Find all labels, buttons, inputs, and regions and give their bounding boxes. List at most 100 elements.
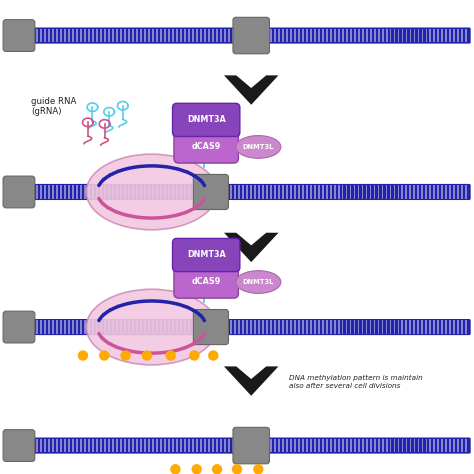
FancyBboxPatch shape [31, 438, 237, 454]
Bar [180, 320, 182, 334]
Bar [337, 185, 339, 199]
Bar [262, 320, 264, 334]
Bar [418, 29, 419, 42]
Bar [418, 185, 419, 199]
Bar [88, 29, 90, 42]
Bar [116, 439, 118, 452]
Bar [104, 29, 106, 42]
Bar [401, 320, 403, 334]
Bar [421, 439, 423, 452]
Bar [132, 320, 134, 334]
Bar [176, 185, 178, 199]
Bar [258, 185, 260, 199]
Bar [262, 185, 264, 199]
Bar [232, 29, 234, 42]
Bar [429, 320, 431, 334]
Bar [112, 320, 114, 334]
Bar [283, 29, 284, 42]
Bar [405, 185, 407, 199]
Bar [302, 185, 304, 199]
Bar [88, 320, 90, 334]
FancyBboxPatch shape [31, 319, 197, 335]
Bar [374, 185, 375, 199]
Bar [44, 185, 46, 199]
Bar [330, 29, 332, 42]
Bar [80, 439, 82, 452]
Bar [56, 29, 58, 42]
Bar [461, 439, 463, 452]
Bar [358, 29, 360, 42]
Bar [60, 439, 62, 452]
Bar [290, 439, 292, 452]
Bar [390, 320, 392, 334]
Bar [80, 185, 82, 199]
Bar [433, 320, 435, 334]
Bar [318, 185, 319, 199]
Bar [254, 185, 256, 199]
Bar [461, 320, 463, 334]
Bar [64, 439, 66, 452]
Bar [385, 320, 387, 334]
Circle shape [78, 350, 88, 361]
Bar [48, 320, 50, 334]
Bar [52, 29, 54, 42]
Bar [465, 439, 467, 452]
Bar [337, 320, 339, 334]
Bar [410, 320, 411, 334]
Circle shape [189, 350, 200, 361]
Bar [60, 185, 62, 199]
Bar [310, 320, 311, 334]
Bar [188, 320, 190, 334]
Bar [168, 29, 170, 42]
Bar [76, 185, 78, 199]
Bar [64, 185, 66, 199]
Bar [346, 185, 347, 199]
Bar [318, 439, 320, 452]
Bar [234, 320, 236, 334]
Circle shape [170, 464, 181, 474]
Bar [56, 185, 58, 199]
Bar [120, 185, 122, 199]
Bar [386, 439, 388, 452]
FancyBboxPatch shape [174, 131, 238, 163]
Bar [350, 320, 351, 334]
Bar [370, 29, 372, 42]
Bar [172, 320, 173, 334]
Bar [394, 29, 395, 42]
FancyBboxPatch shape [233, 18, 269, 54]
Bar [278, 29, 280, 42]
Bar [286, 320, 288, 334]
Bar [188, 29, 190, 42]
Bar [410, 439, 411, 452]
Bar [401, 185, 403, 199]
Bar [254, 320, 256, 334]
Circle shape [120, 350, 131, 361]
Bar [413, 320, 415, 334]
Bar [36, 439, 38, 452]
Bar [196, 439, 198, 452]
Bar [160, 320, 162, 334]
Bar [148, 29, 150, 42]
Bar [362, 185, 364, 199]
Bar [425, 320, 427, 334]
Bar [453, 185, 455, 199]
Bar [366, 439, 368, 452]
Bar [44, 29, 46, 42]
Bar [192, 29, 194, 42]
Bar [374, 439, 375, 452]
Bar [238, 185, 240, 199]
Bar [342, 29, 344, 42]
Bar [40, 185, 42, 199]
Bar [270, 185, 272, 199]
Bar [302, 29, 304, 42]
Bar [449, 185, 451, 199]
Bar [84, 439, 86, 452]
Bar [453, 439, 455, 452]
Bar [334, 320, 336, 334]
Bar [100, 29, 102, 42]
Bar [234, 185, 236, 199]
Bar [36, 320, 38, 334]
Bar [362, 320, 364, 334]
Bar [216, 29, 218, 42]
Circle shape [208, 350, 219, 361]
